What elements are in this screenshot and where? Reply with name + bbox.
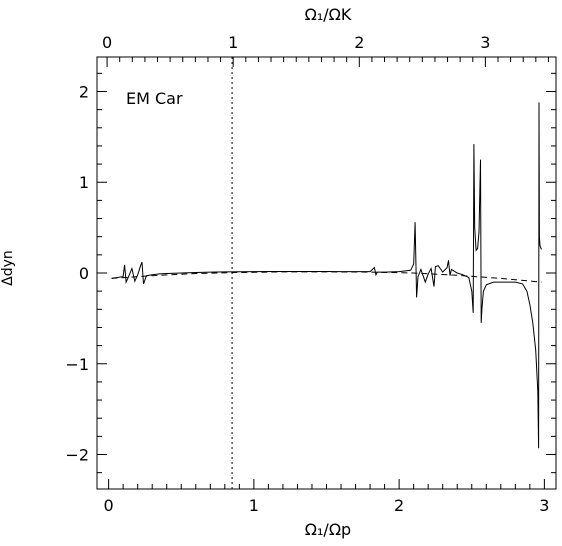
x-tick-label-top: 2 (354, 33, 364, 52)
axis-ticks: 0 1 2 3 0 1 2 3 −2 −1 0 1 2 (65, 33, 556, 515)
y-tick-label: −2 (65, 446, 89, 465)
x-tick-label-top: 1 (228, 33, 238, 52)
x-axis-label-bottom: Ω₁/Ωp (305, 520, 351, 539)
y-tick-label: 0 (79, 264, 89, 283)
x-axis-label-top: Ω₁/ΩK (305, 5, 352, 24)
y-tick-label: 1 (79, 173, 89, 192)
x-tick-label-bottom: 3 (539, 496, 549, 515)
annotation-label: EM Car (126, 89, 183, 108)
y-axis-label: Δdyn (0, 250, 16, 286)
series-group (111, 102, 542, 449)
y-tick-label: 2 (79, 82, 89, 101)
plot-frame (96, 56, 557, 490)
data-series-line (111, 102, 542, 449)
x-tick-label-bottom: 2 (394, 496, 404, 515)
x-tick-label-bottom: 1 (249, 496, 259, 515)
x-tick-label-top: 3 (480, 33, 490, 52)
plot-border (96, 56, 557, 490)
x-tick-label-top: 0 (102, 33, 112, 52)
y-tick-label: −1 (65, 355, 89, 374)
x-tick-label-bottom: 0 (104, 496, 114, 515)
